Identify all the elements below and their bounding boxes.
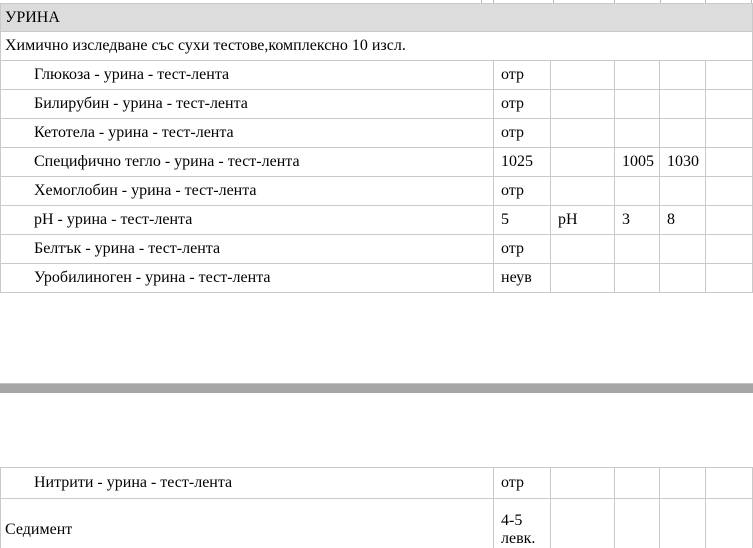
- ref-low: [614, 498, 660, 548]
- column-border-tick: [614, 0, 615, 3]
- test-name: Билирубин - урина - тест-лента: [0, 89, 494, 119]
- ref-low: [614, 234, 660, 264]
- flag-cell: [705, 467, 753, 499]
- test-result: отр: [493, 467, 551, 499]
- flag-cell: [704, 60, 753, 90]
- flag-cell: [704, 263, 753, 293]
- flag-cell: [704, 118, 753, 148]
- column-border-tick: [751, 0, 752, 3]
- flag-cell: [704, 205, 753, 235]
- test-name: Седимент: [0, 498, 494, 548]
- cutoff-row-borders: [0, 0, 753, 3]
- test-unit: [550, 147, 615, 177]
- test-result: 5: [493, 205, 551, 235]
- flag-cell: [704, 89, 753, 119]
- test-result: отр: [493, 234, 551, 264]
- column-border-tick: [481, 0, 482, 3]
- ref-high: [659, 176, 706, 206]
- column-border-tick: [553, 0, 554, 3]
- test-name: Уробилиноген - урина - тест-лента: [0, 263, 494, 293]
- test-name: Хемоглобин - урина - тест-лента: [0, 176, 494, 206]
- test-name: Кетотела - урина - тест-лента: [0, 118, 494, 148]
- urine-results-table: УРИНА Химично изследване със сухи тестов…: [0, 3, 753, 293]
- test-result: 4-5 левк.: [493, 498, 551, 548]
- test-result: отр: [493, 89, 551, 119]
- ref-high: 8: [659, 205, 706, 235]
- test-result: отр: [493, 176, 551, 206]
- table-row-urobilinogen: Уробилиноген - урина - тест-лента неув: [0, 263, 753, 293]
- test-result: 1025: [493, 147, 551, 177]
- section-title: УРИНА: [0, 3, 753, 32]
- flag-cell: [705, 498, 753, 548]
- ref-high: [659, 89, 706, 119]
- test-name: Нитрити - урина - тест-лента: [0, 467, 494, 499]
- test-unit: [550, 498, 615, 548]
- test-name: Глюкоза - урина - тест-лента: [0, 60, 494, 90]
- test-unit: [550, 467, 615, 499]
- test-unit: pH: [550, 205, 615, 235]
- test-name: Специфично тегло - урина - тест-лента: [0, 147, 494, 177]
- ref-low: 3: [614, 205, 660, 235]
- table-row-ketones: Кетотела - урина - тест-лента отр: [0, 118, 753, 148]
- test-unit: [550, 176, 615, 206]
- ref-high: [659, 467, 706, 499]
- panel-title: Химично изследване със сухи тестове,комп…: [0, 31, 753, 61]
- flag-cell: [704, 176, 753, 206]
- test-unit: [550, 263, 615, 293]
- test-unit: [550, 89, 615, 119]
- ref-low: [614, 263, 660, 293]
- table-row-glucose: Глюкоза - урина - тест-лента отр: [0, 60, 753, 90]
- ref-high: [659, 118, 706, 148]
- test-name: pH - урина - тест-лента: [0, 205, 494, 235]
- ref-high: [659, 60, 706, 90]
- test-unit: [550, 118, 615, 148]
- table-row: УРИНА: [0, 3, 753, 32]
- test-result: неув: [493, 263, 551, 293]
- table-row-protein: Белтък - урина - тест-лента отр: [0, 234, 753, 264]
- table-row-nitrites: Нитрити - урина - тест-лента отр: [0, 467, 753, 499]
- ref-low: [614, 467, 660, 499]
- table-row-ph: pH - урина - тест-лента 5 pH 3 8: [0, 205, 753, 235]
- ref-high: [659, 263, 706, 293]
- flag-cell: [704, 147, 753, 177]
- column-border-tick: [493, 0, 494, 3]
- test-unit: [550, 234, 615, 264]
- ref-low: [614, 118, 660, 148]
- ref-low: 1005: [614, 147, 660, 177]
- test-result: отр: [493, 60, 551, 90]
- ref-low: [614, 60, 660, 90]
- urine-results-table-continued: Нитрити - урина - тест-лента отр Седимен…: [0, 467, 753, 548]
- test-unit: [550, 60, 615, 90]
- table-row-sediment: Седимент 4-5 левк.: [0, 498, 753, 548]
- section-separator-band: [0, 383, 753, 393]
- ref-high: [659, 498, 706, 548]
- test-result: отр: [493, 118, 551, 148]
- table-row-hemoglobin: Хемоглобин - урина - тест-лента отр: [0, 176, 753, 206]
- column-border-tick: [660, 0, 661, 3]
- table-row-specific-gravity: Специфично тегло - урина - тест-лента 10…: [0, 147, 753, 177]
- ref-high: [659, 234, 706, 264]
- column-border-tick: [705, 0, 706, 3]
- ref-low: [614, 89, 660, 119]
- ref-high: 1030: [659, 147, 706, 177]
- flag-cell: [704, 234, 753, 264]
- test-name: Белтък - урина - тест-лента: [0, 234, 494, 264]
- ref-low: [614, 176, 660, 206]
- table-row-bilirubin: Билирубин - урина - тест-лента отр: [0, 89, 753, 119]
- table-row: Химично изследване със сухи тестове,комп…: [0, 31, 753, 61]
